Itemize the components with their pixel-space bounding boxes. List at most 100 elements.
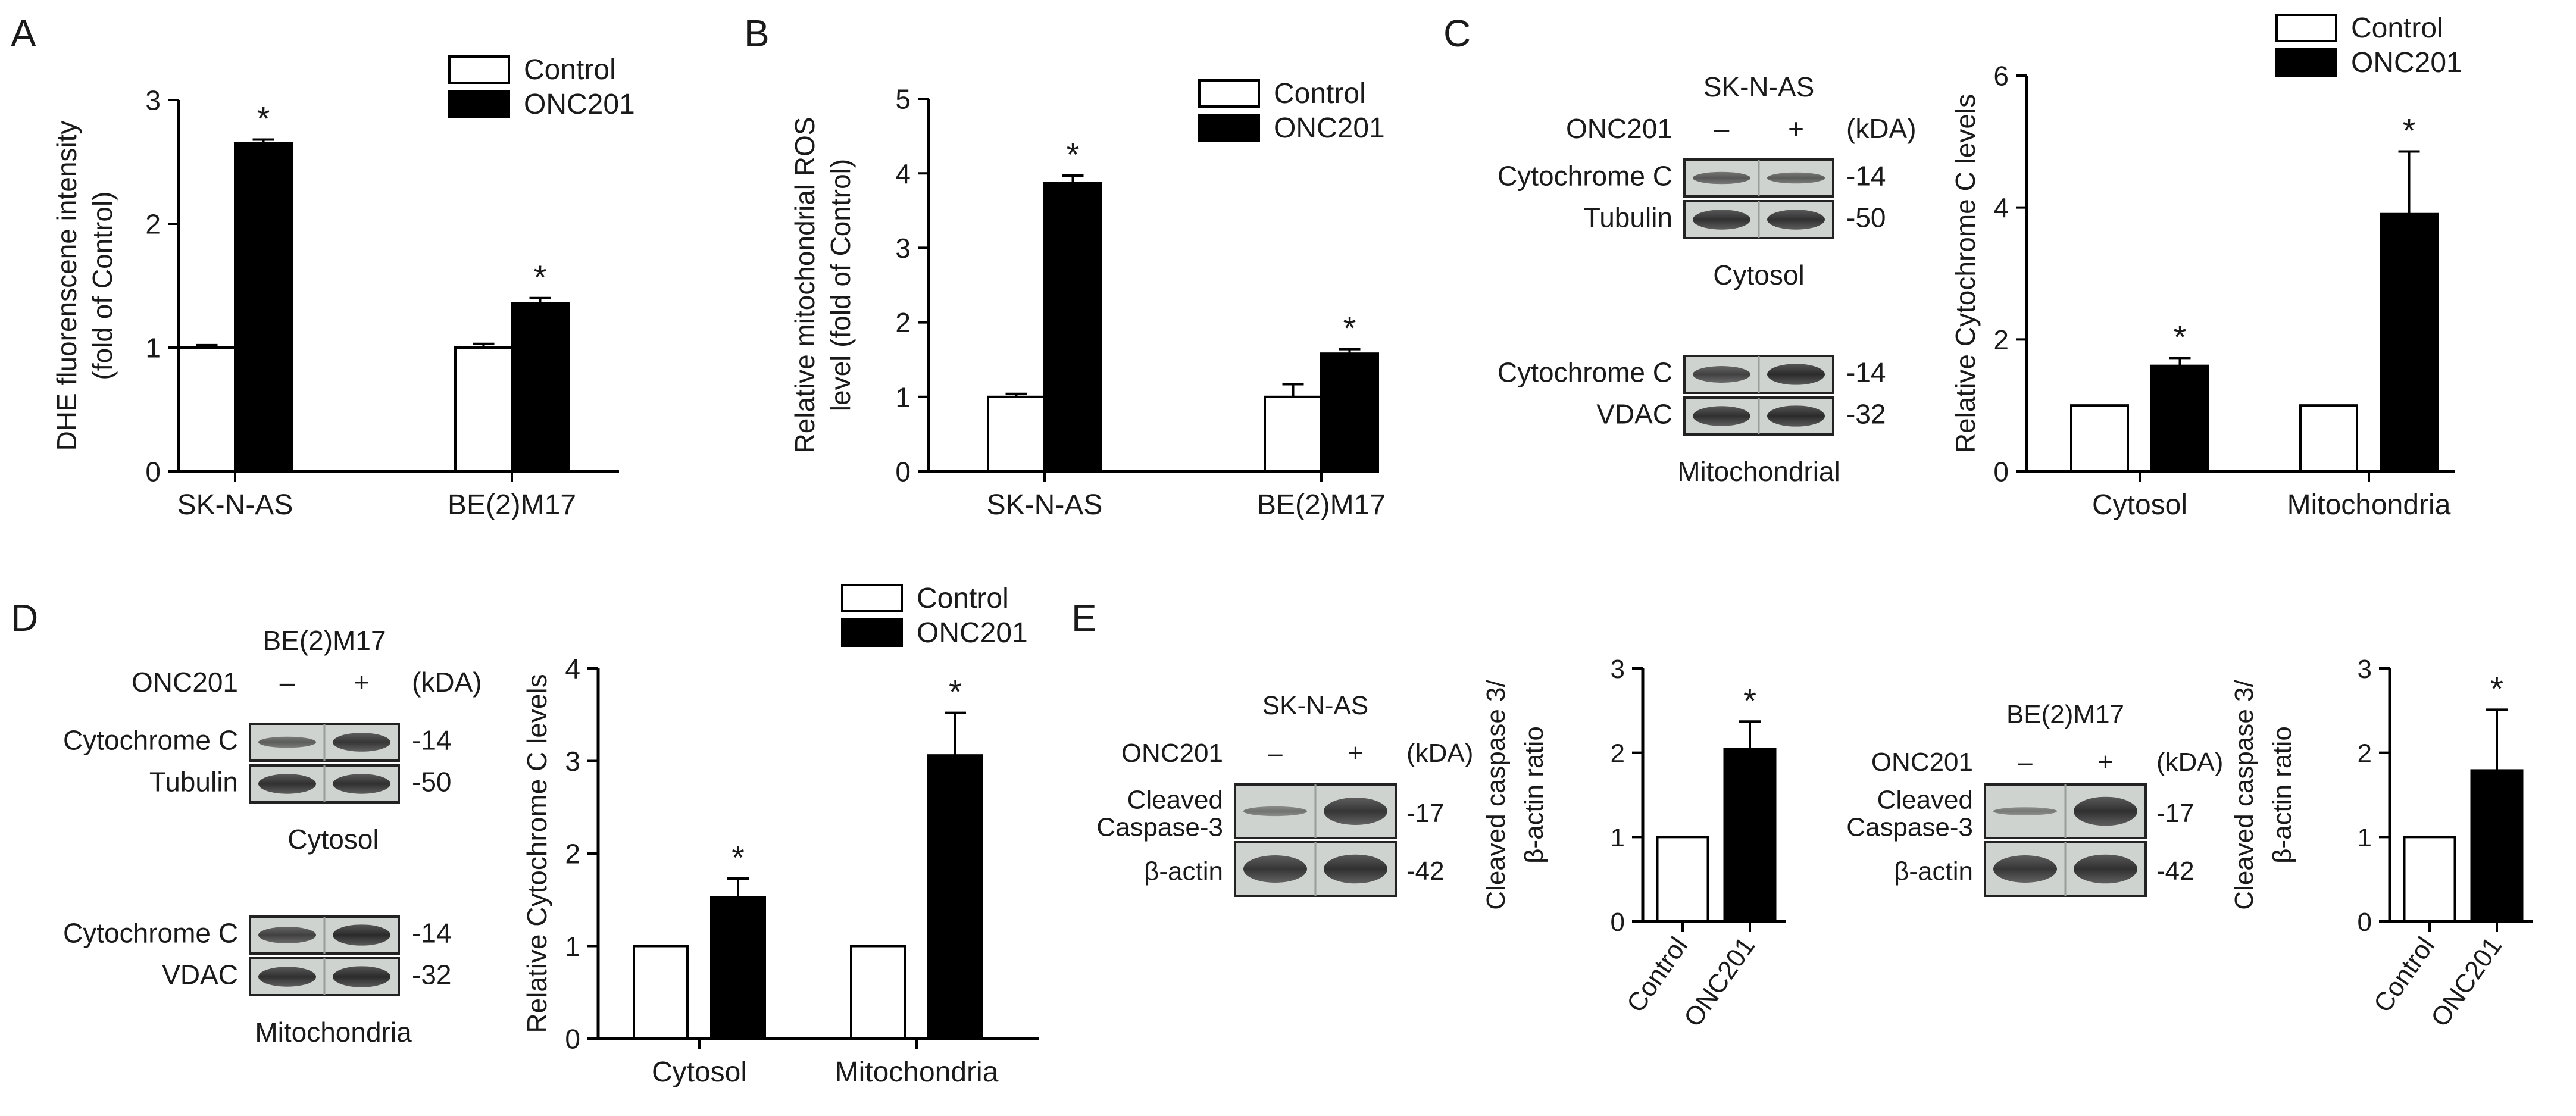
onc201-bar-1 — [1320, 352, 1379, 473]
y-tick-label: 4 — [895, 158, 911, 189]
y-tick-label: 2 — [1611, 739, 1625, 768]
blot-mw-label: -17 — [2156, 799, 2194, 828]
western-blot-d: BE(2)M17 ONC201 – + (kDA) Cytochrome C -14 Tubu… — [63, 625, 482, 1048]
y-tick-label: 3 — [2358, 655, 2372, 684]
y-tick-label: 0 — [1611, 908, 1625, 937]
significance-star: * — [534, 258, 547, 296]
y-tick-label: 2 — [1993, 324, 2009, 355]
y-tick-label: 2 — [895, 307, 911, 338]
blot-row-label: Tubulin — [1584, 202, 1672, 233]
blot-row-band-0 — [1693, 366, 1750, 383]
onc201-bar-1 — [927, 754, 983, 1040]
significance-star: * — [2403, 111, 2416, 149]
legend-swatch-onc201 — [2275, 48, 2337, 77]
y-tick-label: 0 — [145, 457, 161, 487]
y-tick-label: 6 — [1993, 61, 2009, 92]
blot-mw-label: -42 — [2156, 856, 2194, 886]
significance-star: * — [257, 100, 270, 137]
blot-row-label: Cleaved — [1877, 786, 1973, 815]
blot-lane-plus: + — [1788, 113, 1804, 144]
chart-a-dhe-intensity: * * 0 1 2 3 SK-N-AS BE(2)M17 DHE fluorenscene in… — [51, 54, 635, 521]
blot-row-label: Cytochrome C — [1498, 357, 1672, 387]
legend-swatch-onc201 — [448, 90, 510, 118]
y-axis-label: (fold of Control) — [87, 191, 118, 380]
x-tick-label: Mitochondria — [835, 1056, 999, 1088]
y-axis-label: β-actin ratio — [2268, 726, 2297, 864]
blot-treatment-label: ONC201 — [1871, 748, 1973, 777]
legend-swatch-onc201 — [841, 618, 903, 647]
blot-row-label: Cytochrome C — [63, 724, 238, 755]
blot-mw-label: -17 — [1406, 799, 1445, 828]
blot-row-label: Cytochrome C — [63, 917, 238, 948]
blot-row-band-1 — [333, 966, 390, 987]
x-tick-label: Control — [1621, 932, 1693, 1018]
blot-row-band-0 — [1693, 406, 1750, 426]
significance-star: * — [1343, 310, 1356, 347]
blot-kda-label: (kDA) — [1846, 113, 1917, 144]
control-bar-1 — [1264, 395, 1323, 473]
onc201-bar-1 — [2380, 212, 2439, 473]
blot-row-band-0 — [1693, 210, 1750, 230]
blot-row-label: Caspase-3 — [1096, 813, 1223, 842]
x-tick-label: SK-N-AS — [177, 489, 293, 521]
y-tick-label: 2 — [2358, 739, 2372, 768]
panel-label-b: B — [744, 12, 770, 55]
blot-treatment-label: ONC201 — [1121, 739, 1223, 768]
blot-mw-label: -50 — [412, 766, 451, 797]
legend-swatch-control — [1198, 79, 1260, 108]
blot-cell-line: BE(2)M17 — [262, 625, 386, 656]
legend-label-control: Control — [917, 583, 1009, 614]
blot-kda-label: (kDA) — [412, 667, 482, 698]
chart-d-cytochrome-c-levels: * * 0 1 2 3 4 Cytosol Mitochondria Relative Cytoc… — [521, 583, 1039, 1088]
blot-row-label: Tubulin — [149, 766, 238, 797]
control-bar-0 — [633, 945, 689, 1040]
blot-row-band-0 — [258, 736, 316, 748]
blot-lane-minus: – — [2018, 748, 2033, 777]
control-bar-1 — [454, 346, 513, 473]
control-bar-0 — [2070, 404, 2129, 473]
y-tick-label: 3 — [565, 746, 580, 777]
y-tick-label: 1 — [145, 333, 161, 364]
onc201-bar-0 — [2150, 364, 2209, 473]
blot-lane-plus: + — [2098, 748, 2114, 777]
blot-row-band-0 — [258, 967, 316, 987]
significance-star: * — [1067, 136, 1080, 173]
x-tick-label: Cytosol — [652, 1056, 747, 1088]
blot-lane-minus: – — [1268, 739, 1283, 768]
y-tick-label: 0 — [565, 1024, 580, 1055]
y-tick-label: 0 — [2358, 908, 2372, 937]
blot-kda-label: (kDA) — [2156, 748, 2223, 777]
blot-treatment-label: ONC201 — [132, 667, 238, 698]
blot-row-band-0 — [1243, 806, 1307, 817]
blot-lane-minus: – — [280, 667, 295, 698]
blot-row-band-1 — [1324, 854, 1387, 884]
onc201-bar-0 — [710, 896, 766, 1040]
blot-mw-label: -14 — [1846, 160, 1886, 191]
legend-swatch-control — [2275, 14, 2337, 42]
panel-label-e: E — [1071, 596, 1097, 639]
blot-row-label: β-actin — [1894, 857, 1973, 886]
blot-row-band-0 — [1993, 855, 2057, 883]
blot-row-label: β-actin — [1144, 857, 1223, 886]
blot-mw-label: -42 — [1406, 856, 1445, 886]
blot-cell-line: SK-N-AS — [1262, 691, 1368, 720]
blot-mw-label: -32 — [1846, 398, 1886, 429]
x-tick-label: BE(2)M17 — [448, 489, 576, 521]
onc201-bar — [1723, 748, 1777, 923]
blot-mw-label: -14 — [1846, 357, 1886, 387]
y-tick-label: 1 — [895, 382, 911, 412]
x-tick-label: Cytosol — [2092, 489, 2187, 521]
panel-label-c: C — [1443, 12, 1471, 55]
control-bar — [2403, 836, 2456, 923]
x-tick-label: SK-N-AS — [987, 489, 1103, 521]
legend-label-onc201: ONC201 — [2351, 47, 2462, 79]
legend-label-onc201: ONC201 — [1274, 112, 1385, 144]
blot-row-band-0 — [1993, 807, 2057, 815]
blot-row-band-1 — [1767, 210, 1825, 230]
x-tick-label: Mitochondria — [2287, 489, 2451, 521]
x-tick-label: Control — [2368, 932, 2440, 1018]
blot-kda-label: (kDA) — [1406, 739, 1473, 768]
